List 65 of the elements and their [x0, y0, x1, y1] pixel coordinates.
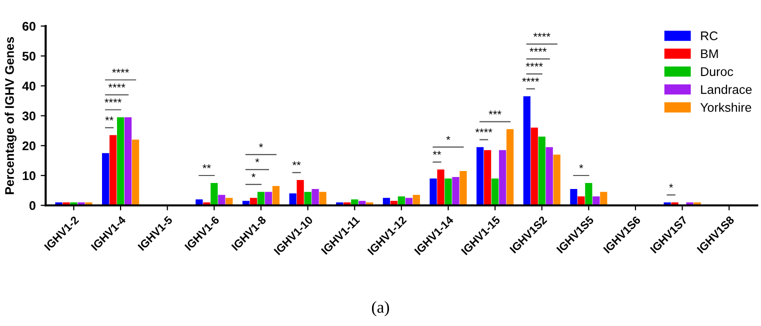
bar — [210, 182, 218, 206]
annotation: * — [252, 173, 256, 178]
bar — [296, 180, 304, 206]
y-axis-title: Percentage of IGHV Genes — [4, 37, 16, 194]
bar — [498, 150, 506, 206]
bar — [585, 182, 592, 206]
annotation: * — [259, 143, 263, 148]
bar — [289, 193, 296, 206]
annotation: **** — [530, 48, 547, 52]
annotation: * — [446, 136, 450, 140]
bar — [124, 117, 132, 206]
bar — [600, 192, 608, 206]
bar — [484, 150, 492, 206]
y-tick-label: 0 — [29, 201, 36, 210]
bar — [523, 96, 530, 206]
bar — [476, 147, 484, 206]
legend-label: Duroc — [701, 67, 734, 76]
text: (a) — [372, 301, 390, 316]
legend-label: BM — [701, 49, 718, 58]
annotation: *** — [488, 110, 502, 114]
bar — [437, 170, 444, 206]
y-tick-label: 10 — [22, 171, 36, 180]
bar — [319, 192, 326, 206]
annotation: * — [255, 158, 260, 162]
annotation: ** — [202, 164, 211, 168]
annotation: * — [669, 184, 674, 188]
bar — [304, 192, 312, 206]
annotation: **** — [475, 128, 492, 132]
bar — [132, 140, 140, 206]
annotation: **** — [533, 32, 550, 37]
annotation: ** — [432, 150, 442, 155]
y-tick-label: 30 — [22, 112, 36, 120]
annotation: **** — [526, 62, 543, 67]
bar — [452, 176, 460, 206]
bar — [430, 178, 437, 206]
bar — [491, 178, 499, 206]
y-tick-label: 60 — [22, 22, 36, 31]
bar — [102, 153, 110, 206]
annotation: **** — [522, 78, 540, 82]
bar — [553, 154, 560, 206]
bar — [272, 186, 280, 206]
bar — [444, 178, 452, 206]
bar — [110, 135, 117, 206]
annotation: **** — [108, 84, 126, 88]
bar — [460, 171, 467, 206]
bar — [530, 128, 538, 206]
annotation: ** — [292, 161, 301, 166]
bar — [117, 117, 124, 206]
y-tick-label: 20 — [22, 141, 36, 150]
bar — [570, 188, 578, 206]
legend-label: Yorkshire — [700, 102, 752, 112]
bar — [538, 136, 546, 206]
annotation: **** — [104, 98, 122, 103]
legend-label: RC — [701, 31, 718, 40]
annotation: ** — [105, 116, 114, 120]
bar — [257, 192, 265, 206]
y-tick-label: 40 — [22, 82, 36, 90]
annotation: * — [579, 164, 584, 168]
bar — [312, 188, 319, 206]
y-tick-label: 50 — [22, 52, 36, 61]
annotation: **** — [112, 68, 130, 73]
bar — [264, 192, 272, 206]
legend-label: Landrace — [701, 84, 752, 94]
bar — [546, 147, 553, 206]
bar — [506, 129, 514, 206]
